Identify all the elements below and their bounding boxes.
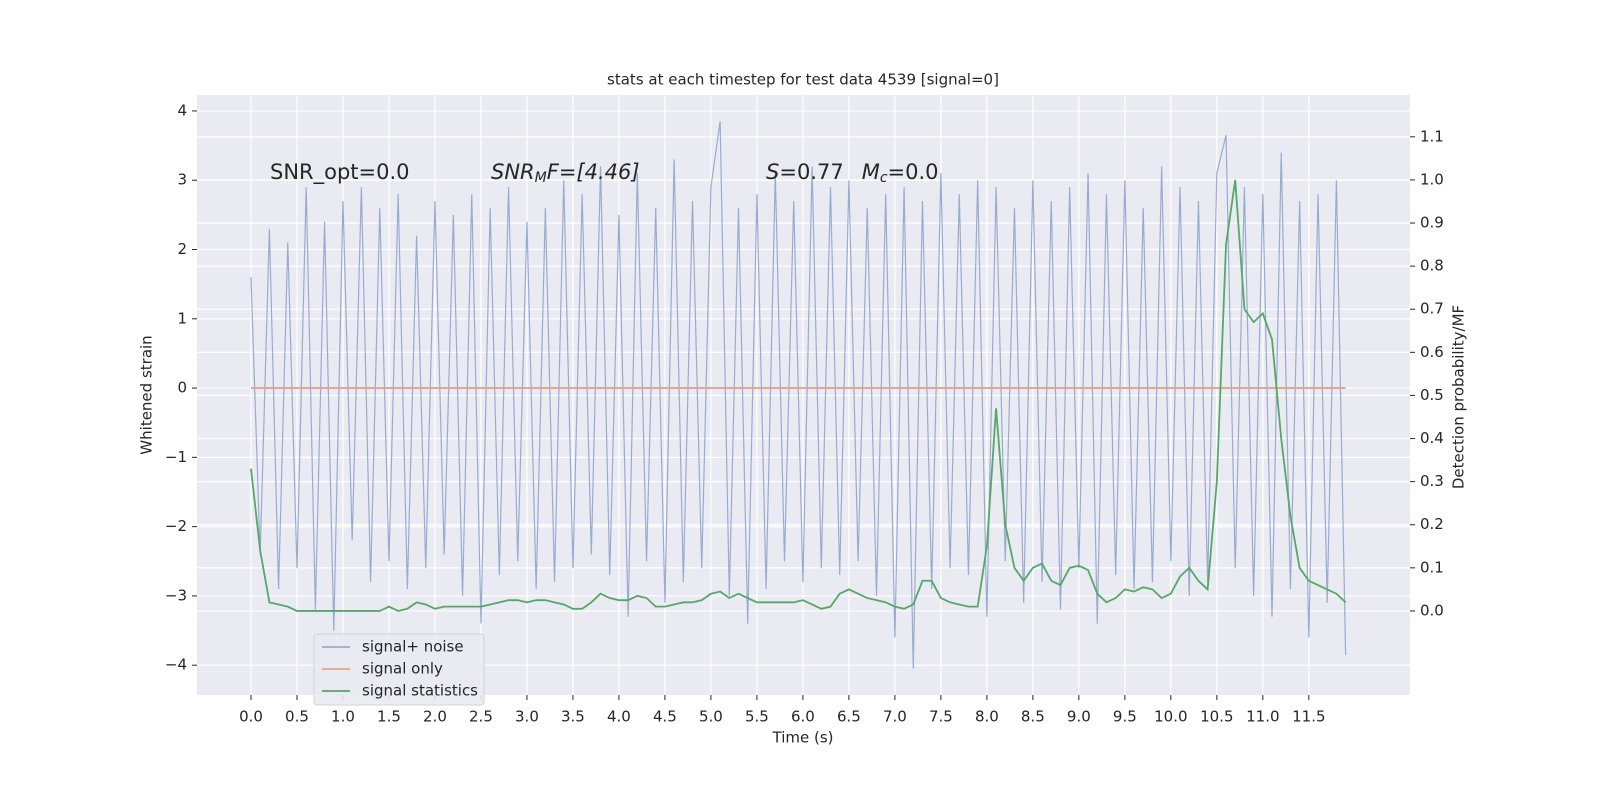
x-tick-label: 9.5 <box>1113 708 1137 726</box>
lines <box>250 121 1347 669</box>
annotation-text: =0.77 <box>779 160 843 184</box>
x-tick-label: 10.0 <box>1154 708 1187 726</box>
annotation-text: M <box>535 170 547 186</box>
y-axis-label: Whitened strain <box>138 335 156 454</box>
y2-tick-label: 0.3 <box>1420 472 1444 490</box>
x-tick-label: 5.0 <box>699 708 723 726</box>
x-tick-label: 7.0 <box>883 708 907 726</box>
x-tick-label: 4.0 <box>607 708 631 726</box>
y-tick-label: −1 <box>165 448 187 466</box>
x-tick-label: 3.0 <box>515 708 539 726</box>
series-line <box>250 121 1347 669</box>
legend: signal+ noise signal only signal statistic… <box>313 633 485 706</box>
annotation: SNRMF=[4.46] <box>491 160 640 186</box>
annotation: S=0.77 Mc=0.0 <box>766 160 939 186</box>
legend-box <box>313 633 485 706</box>
annotation-text: F=[4.46] <box>547 160 640 184</box>
y2-tick-label: 0.0 <box>1420 601 1444 619</box>
y2-tick-label: 0.8 <box>1420 257 1444 275</box>
x-tick-label: 7.5 <box>929 708 953 726</box>
x-tick-label: 4.5 <box>653 708 677 726</box>
y2-tick-label: 1.0 <box>1420 170 1444 188</box>
annotation-text: SNR_opt=0.0 <box>270 160 410 185</box>
x-tick-label: 8.0 <box>975 708 999 726</box>
y2-tick-label: 0.2 <box>1420 515 1444 533</box>
annotation-text: SNR <box>491 160 535 184</box>
x-tick-label: 6.5 <box>837 708 861 726</box>
y-tick-label: 3 <box>177 171 187 189</box>
y2-tick-label: 0.1 <box>1420 558 1444 576</box>
legend-label: signal+ noise <box>362 638 464 656</box>
y2-tick-label: 0.6 <box>1420 343 1444 361</box>
x-tick-label: 5.5 <box>745 708 769 726</box>
y2-tick-label: 0.5 <box>1420 386 1444 404</box>
legend-label: signal only <box>362 660 443 678</box>
y2-tick-label: 1.1 <box>1420 127 1444 145</box>
x-tick-label: 11.0 <box>1246 708 1279 726</box>
y-tick-label: −2 <box>165 517 187 535</box>
x-tick-label: 2.0 <box>423 708 447 726</box>
annotation-text: =0.0 <box>888 160 939 184</box>
y2-axis-label: Detection probability/MF <box>1450 305 1468 489</box>
annotation-text: c <box>880 170 888 186</box>
annotation-text: S <box>766 160 779 184</box>
x-tick-label: 8.5 <box>1021 708 1045 726</box>
y-tick-label: 4 <box>177 101 187 119</box>
legend-label: signal statistics <box>362 682 478 700</box>
y-tick-label: −4 <box>165 656 187 674</box>
x-tick-label: 11.5 <box>1292 708 1325 726</box>
x-tick-label: 3.5 <box>561 708 585 726</box>
x-tick-label: 1.5 <box>377 708 401 726</box>
x-tick-label: 6.0 <box>791 708 815 726</box>
x-tick-label: 9.0 <box>1067 708 1091 726</box>
y2-tick-label: 0.7 <box>1420 300 1444 318</box>
series-line <box>250 179 1347 612</box>
y-tick-label: 2 <box>177 240 187 258</box>
x-tick-label: 10.5 <box>1200 708 1233 726</box>
x-tick-label: 1.0 <box>331 708 355 726</box>
x-tick-label: 2.5 <box>469 708 493 726</box>
y2-tick-label: 0.9 <box>1420 214 1444 232</box>
x-axis-label: Time (s) <box>772 729 834 747</box>
annotation: SNR_opt=0.0 <box>270 160 410 185</box>
y2-tick-label: 0.4 <box>1420 429 1444 447</box>
chart-title: stats at each timestep for test data 453… <box>607 71 999 89</box>
x-tick-label: 0.5 <box>285 708 309 726</box>
y-tick-label: 1 <box>177 309 187 327</box>
annotation-text: M <box>862 160 880 184</box>
x-tick-label: 0.0 <box>239 708 263 726</box>
grid: 0.0 0.5 1.0 1.5 2.0 2.5 3.0 3.5 4.0 4.5 5.0 5.5 6.0 6… <box>165 95 1444 726</box>
y-tick-label: −3 <box>165 586 187 604</box>
y-tick-label: 0 <box>177 379 187 397</box>
